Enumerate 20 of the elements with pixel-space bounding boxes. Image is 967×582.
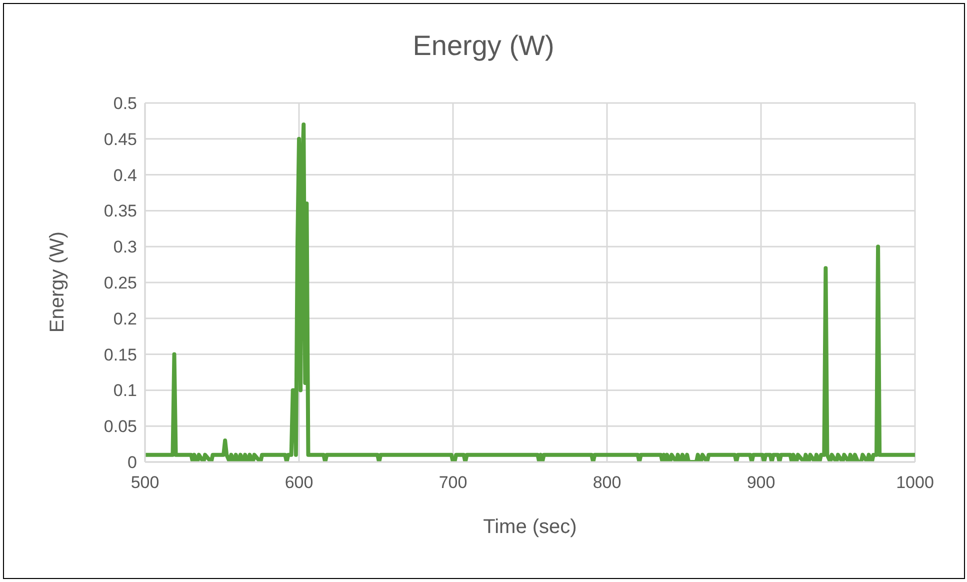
- y-tick-label: 0.5: [113, 94, 137, 114]
- y-tick-label: 0.2: [113, 309, 137, 328]
- x-tick-label: 900: [746, 473, 776, 492]
- x-tick-label: 700: [438, 473, 468, 492]
- x-axis-title: Time (sec): [482, 516, 578, 539]
- x-tick-label: 600: [284, 473, 314, 492]
- x-tick-label: 1000: [896, 473, 934, 492]
- y-tick-label: 0.3: [113, 238, 137, 257]
- y-tick-label: 0.35: [104, 202, 137, 221]
- y-tick-label: 0.1: [113, 381, 137, 400]
- x-tick-label: 500: [130, 473, 160, 492]
- y-tick-label: 0.4: [113, 166, 137, 185]
- y-tick-label: 0.15: [104, 345, 137, 364]
- chart-title: Energy (W): [412, 30, 556, 62]
- y-tick-label: 0.45: [104, 130, 137, 149]
- x-tick-label: 800: [592, 473, 622, 492]
- y-tick-label: 0.05: [104, 417, 137, 436]
- y-axis-title: Energy (W): [46, 231, 70, 333]
- y-tick-label: 0: [128, 453, 137, 472]
- y-tick-label: 0.25: [104, 274, 137, 293]
